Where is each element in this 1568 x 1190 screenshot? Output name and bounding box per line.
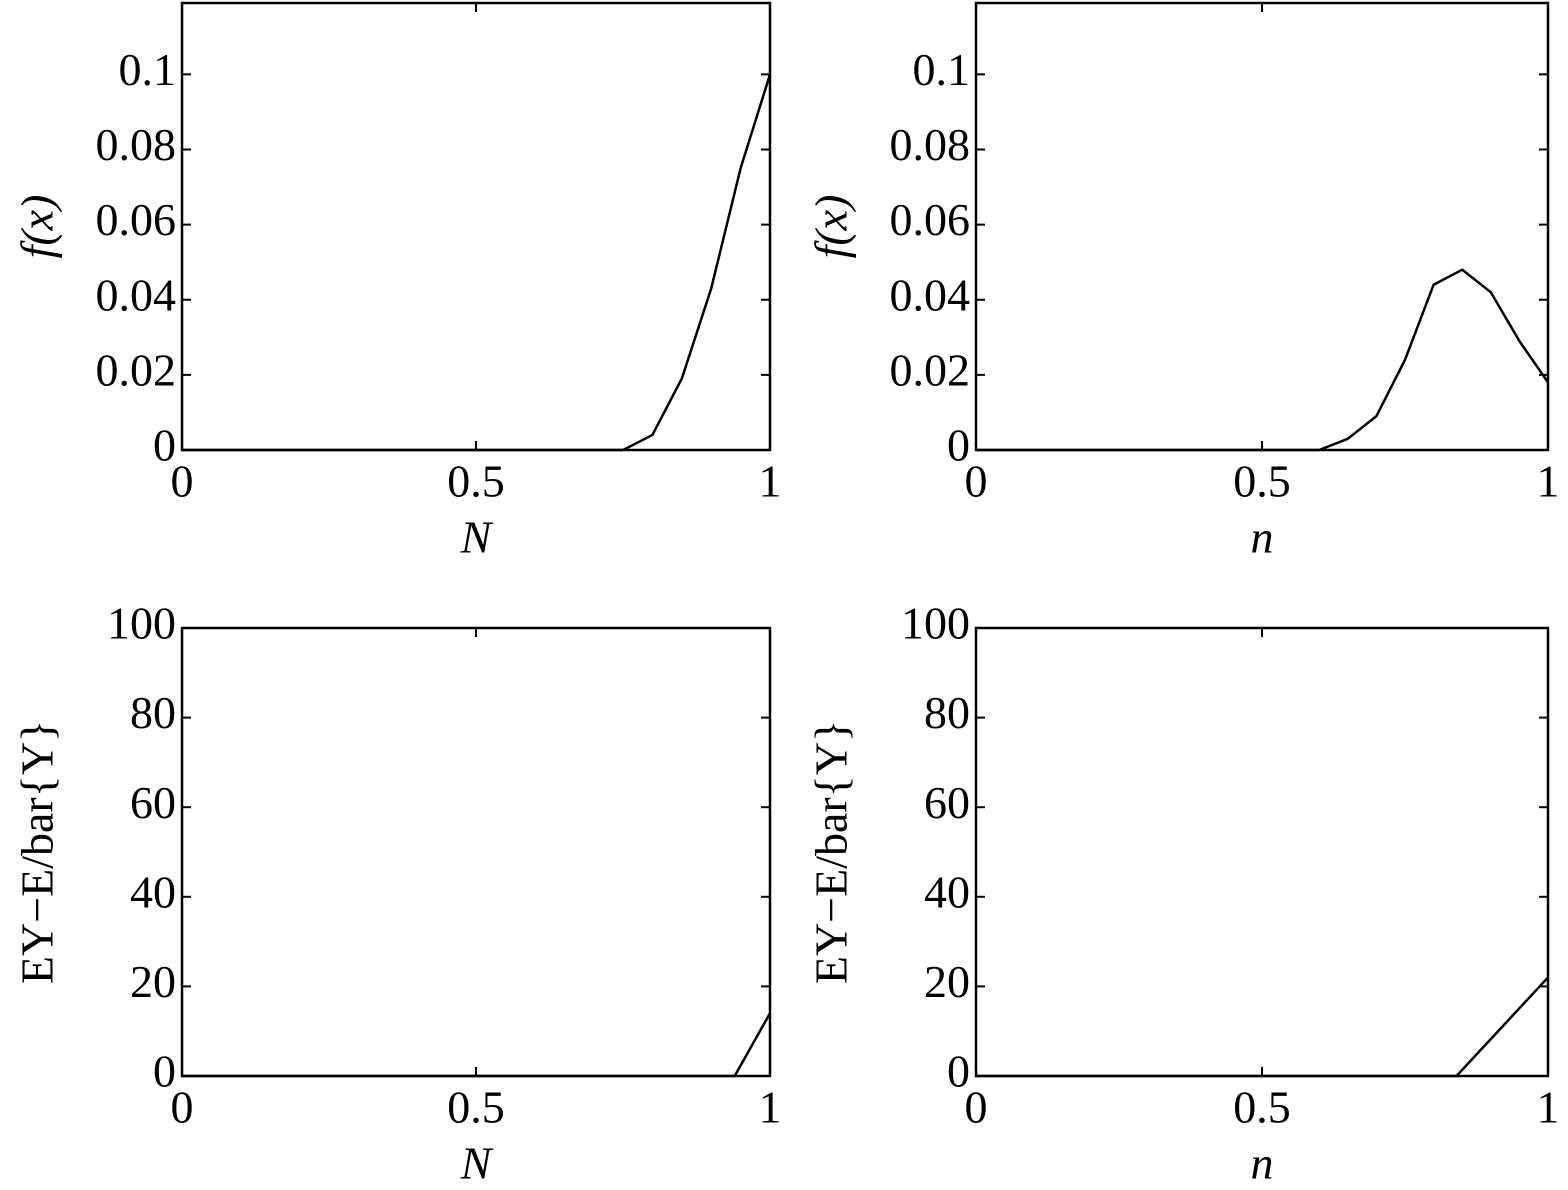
x-tick-label: 0.5	[1233, 1082, 1291, 1133]
x-axis-label: N	[460, 512, 494, 563]
y-tick-label: 20	[924, 956, 970, 1007]
y-tick-label: 0.02	[890, 344, 971, 395]
y-tick-label: 0	[153, 420, 176, 471]
y-tick-label: 40	[130, 866, 176, 917]
y-tick-label: 0.1	[119, 44, 177, 95]
y-tick-label: 80	[130, 687, 176, 738]
data-line	[182, 73, 772, 452]
y-tick-label: 100	[107, 598, 176, 649]
y-axis-label: EY−E/bar{Y}	[12, 720, 63, 984]
x-tick-label: 1	[1537, 1082, 1560, 1133]
x-axis-label: N	[460, 1138, 494, 1189]
x-tick-label: 0.5	[1233, 456, 1291, 507]
y-tick-label: 20	[130, 956, 176, 1007]
y-axis-label: f(x)	[806, 195, 857, 259]
y-tick-label: 0.06	[890, 194, 971, 245]
y-tick-label: 80	[924, 687, 970, 738]
x-tick-label: 1	[759, 1082, 782, 1133]
y-tick-label: 0	[947, 1046, 970, 1097]
y-tick-label: 0.04	[890, 269, 971, 320]
axes-frame	[974, 1, 1550, 452]
x-axis-label: n	[1251, 512, 1274, 563]
axes-frame	[974, 626, 1550, 1078]
y-tick-label: 0.08	[890, 119, 971, 170]
y-tick-label: 0.04	[96, 269, 177, 320]
y-tick-label: 0.08	[96, 119, 177, 170]
y-tick-label: 60	[130, 777, 176, 828]
data-line	[182, 1012, 772, 1078]
x-tick-label: 0	[965, 1082, 988, 1133]
x-tick-label: 0	[171, 456, 194, 507]
axes-frame	[180, 626, 772, 1078]
y-tick-label: 60	[924, 777, 970, 828]
y-tick-label: 0.02	[96, 344, 177, 395]
x-tick-label: 0	[171, 1082, 194, 1133]
y-tick-label: 0.1	[913, 44, 971, 95]
y-tick-label: 40	[924, 866, 970, 917]
x-tick-label: 1	[759, 456, 782, 507]
y-tick-label: 0	[153, 1046, 176, 1097]
axes-frame	[180, 1, 772, 452]
x-axis-label: n	[1251, 1138, 1274, 1189]
y-axis-label: EY−E/bar{Y}	[806, 720, 857, 984]
y-tick-label: 0	[947, 420, 970, 471]
y-axis-label: f(x)	[12, 195, 63, 259]
y-tick-label: 0.06	[96, 194, 177, 245]
x-tick-label: 0	[965, 456, 988, 507]
data-line	[976, 976, 1549, 1078]
x-tick-label: 0.5	[447, 1082, 505, 1133]
x-tick-label: 1	[1537, 456, 1560, 507]
y-tick-label: 100	[901, 598, 970, 649]
data-line	[976, 268, 1550, 452]
x-tick-label: 0.5	[447, 456, 505, 507]
